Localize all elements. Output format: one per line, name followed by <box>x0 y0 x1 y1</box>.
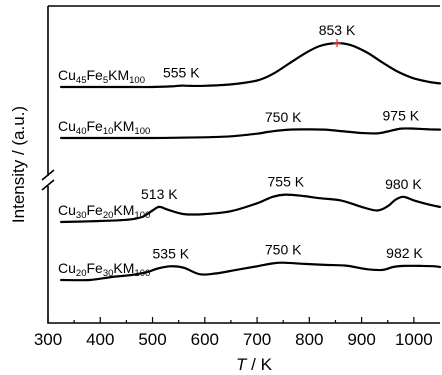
series-line-1 <box>60 41 442 89</box>
peak-label: 975 K <box>383 108 420 124</box>
x-tick-label: 1000 <box>395 330 433 349</box>
annotations: Cu45Fe5KM100 555 K 853 K Cu40Fe10KM100 750 K… <box>58 22 423 279</box>
x-tick-label: 500 <box>138 330 166 349</box>
peak-label: 750 K <box>265 242 302 258</box>
peak-label: 555 K <box>163 65 200 81</box>
axis-break-mark <box>41 169 55 181</box>
series-curves <box>60 41 442 282</box>
x-tick-label: 400 <box>86 330 114 349</box>
series-line-3 <box>60 193 442 224</box>
peak-label: 982 K <box>386 245 423 261</box>
x-axis-label: T / K <box>236 355 273 374</box>
x-ticks: 300 400 500 600 700 800 900 1000 <box>34 317 433 349</box>
x-tick-label: 300 <box>34 330 62 349</box>
axis-break-mark <box>41 179 55 191</box>
peak-label: 755 K <box>268 174 305 190</box>
peak-label: 750 K <box>265 109 302 125</box>
series-line-2 <box>60 127 442 140</box>
series-label-4: Cu20Fe30KM100 <box>58 260 150 279</box>
series-label-3: Cu30Fe20KM100 <box>58 202 150 221</box>
x-tick-label: 900 <box>347 330 375 349</box>
y-axis-label: Intensity / (a.u.) <box>9 106 28 223</box>
peak-label: 535 K <box>153 245 190 261</box>
peak-label: 980 K <box>385 176 422 192</box>
x-tick-label: 800 <box>295 330 323 349</box>
series-line-4 <box>60 261 442 282</box>
series-label-2: Cu40Fe10KM100 <box>58 118 150 137</box>
peak-label: 513 K <box>141 186 178 202</box>
peak-label: 853 K <box>319 22 356 38</box>
series-label-1: Cu45Fe5KM100 <box>58 67 145 86</box>
x-tick-label: 700 <box>243 330 271 349</box>
peak-marker <box>333 39 342 48</box>
x-tick-label: 600 <box>191 330 219 349</box>
